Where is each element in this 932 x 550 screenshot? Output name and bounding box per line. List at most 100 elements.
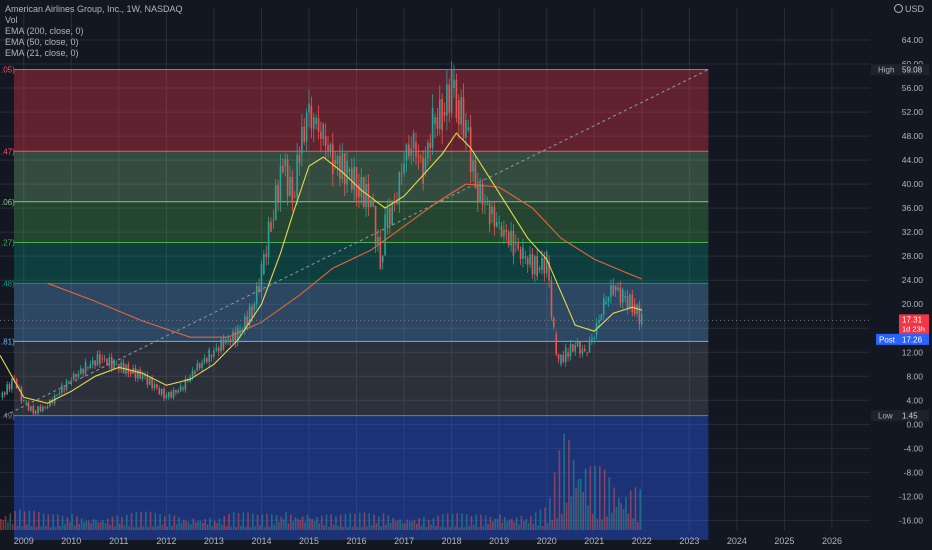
y-tick-label: 20.00 bbox=[902, 299, 924, 309]
volume-bar bbox=[539, 509, 542, 530]
candle-body bbox=[156, 384, 158, 389]
legend-ema-50[interactable]: EMA (50, close, 0) bbox=[5, 37, 79, 47]
candle-body bbox=[631, 294, 634, 313]
high-tag bbox=[871, 64, 929, 76]
volume-bar bbox=[449, 527, 451, 530]
volume-bar bbox=[33, 510, 35, 530]
candle-body bbox=[82, 368, 84, 374]
volume-bar bbox=[118, 523, 121, 530]
candle-body bbox=[550, 280, 553, 318]
volume-bar bbox=[323, 525, 325, 530]
volume-bar bbox=[145, 511, 147, 530]
volume-bar bbox=[408, 521, 411, 530]
volume-bar bbox=[7, 522, 9, 530]
y-tick-label: 48.00 bbox=[902, 131, 924, 141]
candle-body bbox=[70, 380, 73, 383]
candle-body bbox=[327, 145, 329, 152]
volume-bar bbox=[99, 521, 102, 530]
candle-body bbox=[583, 348, 586, 352]
volume-bar bbox=[301, 516, 304, 530]
candle-body bbox=[198, 363, 201, 368]
volume-bar bbox=[282, 519, 285, 530]
volume-bar bbox=[477, 526, 480, 530]
volume-bar bbox=[9, 513, 12, 530]
candle-body bbox=[612, 285, 615, 295]
volume-bar bbox=[11, 524, 14, 530]
candle-body bbox=[412, 133, 415, 149]
candle-body bbox=[39, 406, 42, 412]
candle-body bbox=[65, 381, 68, 390]
candle-body bbox=[120, 362, 123, 370]
candle-body bbox=[320, 131, 322, 139]
volume-bar bbox=[287, 523, 290, 530]
volume-bar bbox=[356, 526, 359, 530]
candle-body bbox=[263, 254, 265, 275]
volume-bar bbox=[553, 472, 556, 530]
candle-body bbox=[588, 340, 591, 353]
volume-bar bbox=[515, 517, 518, 530]
volume-bar bbox=[256, 514, 259, 530]
y-tick-label: 28.00 bbox=[902, 251, 924, 261]
volume-bar bbox=[92, 519, 95, 530]
volume-bar bbox=[266, 513, 268, 530]
volume-bar bbox=[610, 512, 613, 530]
candle-body bbox=[534, 256, 536, 275]
y-tick-label: 56.00 bbox=[902, 83, 924, 93]
candle-body bbox=[493, 206, 496, 227]
volume-bar bbox=[603, 469, 606, 530]
volume-bar bbox=[251, 513, 254, 530]
candle-body bbox=[177, 390, 180, 393]
volume-bar bbox=[213, 520, 216, 530]
volume-bar bbox=[584, 468, 587, 530]
candle-body bbox=[298, 154, 301, 164]
volume-bar bbox=[366, 526, 368, 530]
candle-body bbox=[579, 341, 581, 354]
volume-bar bbox=[396, 520, 399, 530]
legend-volume[interactable]: Vol bbox=[5, 15, 18, 25]
volume-bar bbox=[194, 522, 197, 530]
volume-bar bbox=[183, 519, 185, 530]
volume-bar bbox=[128, 526, 130, 530]
post-label: Post bbox=[879, 335, 896, 344]
volume-bar bbox=[565, 502, 568, 530]
legend-ema-21[interactable]: EMA (21, close, 0) bbox=[5, 48, 79, 58]
x-tick-label: 2009 bbox=[14, 536, 34, 546]
volume-bar bbox=[135, 512, 138, 530]
volume-bar bbox=[606, 516, 608, 530]
volume-bar bbox=[14, 511, 16, 530]
legend-ema-200[interactable]: EMA (200, close, 0) bbox=[5, 26, 84, 36]
currency-selector[interactable]: USD bbox=[893, 4, 924, 14]
candle-body bbox=[274, 184, 277, 221]
volume-bar bbox=[496, 518, 499, 530]
symbol-title[interactable]: American Airlines Group, Inc., 1W, NASDA… bbox=[5, 4, 183, 14]
candle-body bbox=[343, 153, 346, 185]
volume-bar bbox=[373, 514, 375, 530]
volume-bar bbox=[109, 525, 111, 530]
candle-body bbox=[222, 339, 225, 350]
y-tick-label: -4.00 bbox=[904, 443, 924, 453]
ema-50-line bbox=[0, 132, 642, 404]
y-tick-label: 36.00 bbox=[902, 203, 924, 213]
candle-body bbox=[450, 69, 453, 113]
y-tick-label: 0.00 bbox=[906, 419, 923, 429]
y-tick-label: 12.00 bbox=[902, 347, 924, 357]
volume-bar bbox=[582, 492, 584, 530]
candle-body bbox=[87, 367, 89, 369]
volume-bar bbox=[130, 513, 133, 530]
candle-body bbox=[260, 264, 263, 293]
y-tick-label: 8.00 bbox=[906, 371, 923, 381]
volume-bar bbox=[285, 511, 287, 530]
candle-body bbox=[289, 177, 291, 196]
candle-body bbox=[353, 167, 355, 190]
candle-body bbox=[629, 294, 631, 308]
fib-label-5: .81) bbox=[1, 337, 15, 346]
candle-body bbox=[208, 349, 210, 362]
candle-body bbox=[94, 360, 96, 366]
candle-body bbox=[127, 364, 130, 374]
y-tick-label: 40.00 bbox=[902, 179, 924, 189]
volume-bar bbox=[45, 526, 47, 530]
candle-body bbox=[384, 214, 386, 256]
volume-bar bbox=[66, 517, 69, 530]
candle-body bbox=[531, 254, 534, 275]
